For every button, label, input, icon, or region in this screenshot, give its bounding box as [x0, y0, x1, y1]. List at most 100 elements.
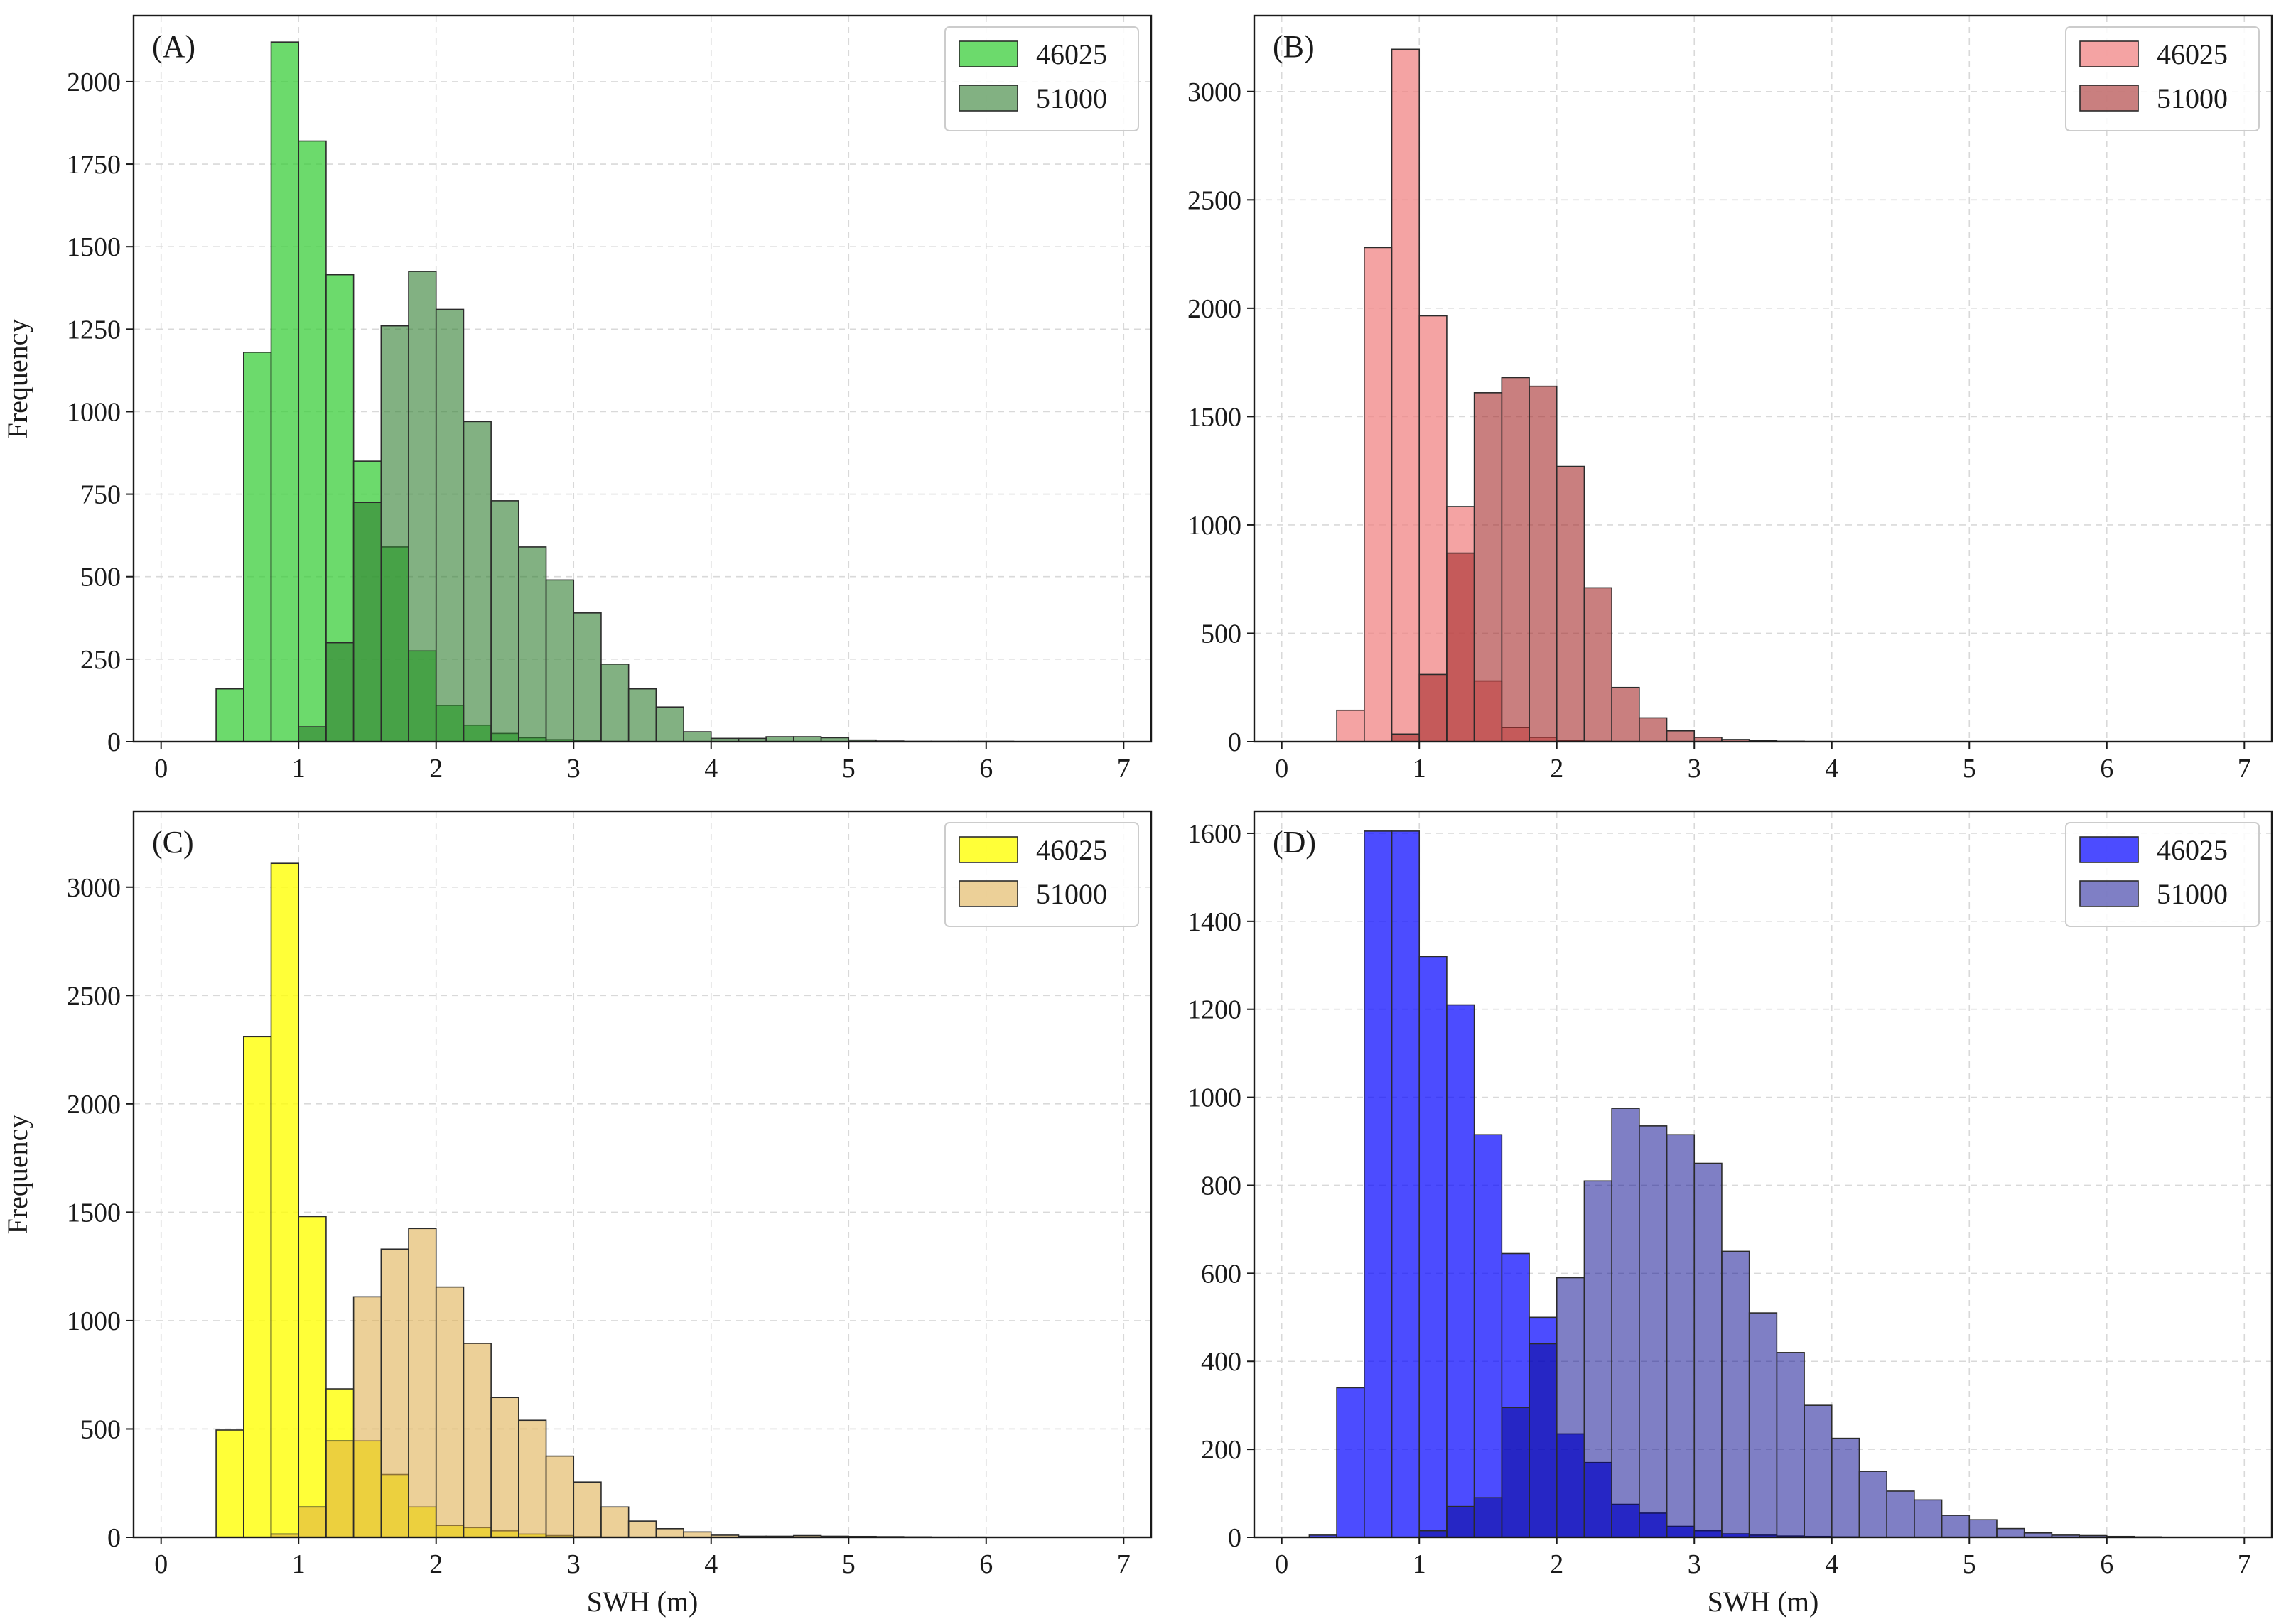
y-tick-label: 500	[80, 563, 121, 592]
plot-frame	[1253, 810, 2273, 1539]
x-tick-label: 1	[292, 754, 306, 784]
y-axis-label: Frequency	[1, 319, 33, 439]
legend: 46025 51000	[2065, 822, 2260, 927]
bar	[655, 706, 684, 742]
y-tick-label: 0	[107, 1523, 121, 1553]
x-tick-label: 1	[292, 1549, 306, 1579]
y-tick-label: 1500	[67, 232, 121, 262]
bar	[518, 546, 547, 742]
bar	[463, 421, 492, 742]
x-tick-label: 4	[1825, 754, 1838, 784]
x-tick-label: 0	[154, 1549, 168, 1579]
bar	[1583, 587, 1612, 742]
bar	[1639, 717, 1668, 742]
x-tick-label: 2	[1550, 1549, 1563, 1579]
bar	[325, 1440, 355, 1538]
x-axis-label: SWH (m)	[1708, 1586, 1819, 1618]
legend-swatch	[2079, 880, 2139, 907]
series-51000	[298, 271, 1015, 742]
bar	[408, 271, 437, 742]
bar	[1804, 1404, 1833, 1538]
series-51000	[1418, 1108, 2162, 1538]
bar	[1583, 1180, 1612, 1538]
bar	[518, 1419, 547, 1538]
x-tick-label: 1	[1413, 754, 1426, 784]
bar	[1721, 1250, 1750, 1538]
x-tick-label: 6	[2100, 754, 2113, 784]
plot-frame	[132, 810, 1153, 1539]
bar	[380, 1248, 409, 1538]
bar	[600, 664, 630, 742]
bar	[655, 1527, 684, 1538]
y-tick-label: 1000	[1187, 511, 1241, 541]
y-tick-label: 400	[1201, 1347, 1241, 1377]
x-tick-label: 3	[567, 754, 581, 784]
bar	[1556, 465, 1585, 742]
y-tick-label: 0	[1228, 1523, 1241, 1553]
x-tick-label: 4	[704, 754, 718, 784]
bar	[270, 41, 300, 742]
bar	[490, 1397, 519, 1538]
bar	[1639, 1125, 1668, 1538]
legend-swatch	[2079, 40, 2139, 67]
plot-frame	[132, 14, 1153, 743]
bar	[298, 726, 327, 742]
y-tick-label: 1400	[1187, 907, 1241, 937]
x-tick-label: 0	[1275, 1549, 1288, 1579]
panel-label: (A)	[152, 29, 195, 64]
bar	[1446, 1505, 1475, 1538]
x-tick-label: 0	[1275, 754, 1288, 784]
bar	[1776, 1352, 1805, 1538]
legend-swatch	[959, 836, 1018, 863]
y-tick-label: 2000	[1187, 294, 1241, 324]
bar	[1886, 1490, 1915, 1538]
plot-frame	[1253, 14, 2273, 743]
bar	[1831, 1437, 1860, 1538]
panel-label: (C)	[152, 825, 194, 860]
bar	[435, 1286, 465, 1538]
bar	[627, 1520, 657, 1538]
x-tick-label: 1	[1413, 1549, 1426, 1579]
bar	[1858, 1471, 1887, 1538]
legend-label: 51000	[2157, 878, 2228, 910]
bar	[352, 1296, 382, 1538]
bar	[1473, 1134, 1503, 1538]
x-tick-label: 7	[2238, 754, 2251, 784]
bar	[1529, 385, 1558, 742]
bar	[463, 1343, 492, 1538]
bar	[325, 642, 355, 742]
bar	[1529, 1343, 1558, 1538]
bar	[1446, 1004, 1475, 1538]
bar	[1693, 1162, 1723, 1538]
x-tick-label: 2	[429, 1549, 443, 1579]
y-axis-label: Frequency	[1, 1115, 33, 1235]
y-tick-label: 1250	[67, 315, 121, 345]
panel-label: (D)	[1273, 825, 1316, 860]
bar	[545, 1455, 575, 1538]
bar	[627, 688, 657, 742]
y-tick-label: 1000	[67, 1306, 121, 1336]
panel-0: 0 1 2 3 4 5 6 7 0 250 500 750 1000 1250 1500 1750 2000 (A…	[1, 14, 1153, 784]
series-51000	[270, 1228, 987, 1538]
y-tick-label: 600	[1201, 1259, 1241, 1289]
y-tick-label: 2000	[67, 1090, 121, 1120]
legend-swatch	[959, 40, 1018, 67]
bar	[545, 579, 575, 742]
bar	[1473, 392, 1503, 742]
panel-label: (B)	[1273, 29, 1315, 64]
bar	[683, 731, 712, 742]
bar	[490, 500, 519, 742]
x-tick-label: 2	[1550, 754, 1563, 784]
legend-label: 46025	[1036, 38, 1107, 70]
bar	[1611, 686, 1640, 742]
x-tick-label: 7	[2238, 1549, 2251, 1579]
legend: 46025 51000	[944, 822, 1139, 927]
bar	[1418, 673, 1448, 742]
x-tick-label: 3	[567, 1549, 581, 1579]
bar	[1556, 1277, 1585, 1538]
legend-swatch	[2079, 85, 2139, 112]
x-tick-label: 0	[154, 754, 168, 784]
x-tick-label: 6	[979, 754, 993, 784]
bar	[1941, 1515, 1971, 1538]
